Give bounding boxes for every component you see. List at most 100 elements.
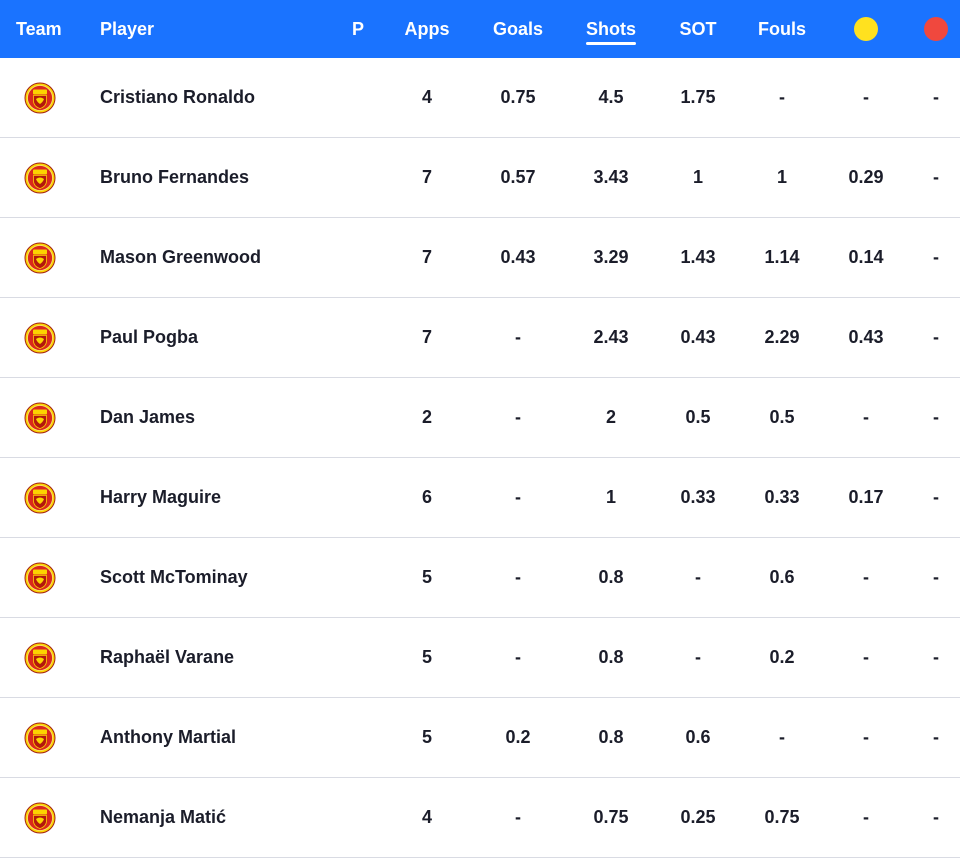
team-cell [24, 458, 56, 537]
yellow-cards-cell: 0.14 [848, 247, 884, 267]
shots-cell: 0.8 [598, 567, 624, 587]
goals-cell: 0.75 [500, 87, 536, 107]
header-team[interactable]: Team [16, 18, 62, 39]
sot-cell: 0.33 [680, 487, 716, 507]
team-cell [24, 378, 56, 457]
header-goals[interactable]: Goals [492, 18, 544, 39]
red-cards-cell: - [933, 807, 939, 827]
player-name[interactable]: Dan James [100, 407, 196, 427]
red-cards-cell: - [933, 647, 939, 667]
man-utd-crest-icon [24, 82, 56, 114]
yellow-cards-cell: - [863, 87, 869, 107]
goals-cell: 0.43 [500, 247, 536, 267]
table-row[interactable]: Nemanja Matić 4 - 0.75 0.25 0.75 - - [0, 778, 960, 858]
goals-cell: - [515, 327, 521, 347]
table-row[interactable]: Dan James 2 - 2 0.5 0.5 - - [0, 378, 960, 458]
header-player[interactable]: Player [100, 18, 155, 39]
table-row[interactable]: Mason Greenwood 7 0.43 3.29 1.43 1.14 0.14 - [0, 218, 960, 298]
fouls-cell: - [779, 87, 785, 107]
fouls-cell: 1 [776, 167, 788, 187]
apps-cell: 7 [421, 167, 433, 187]
yellow-cards-cell: 0.43 [848, 327, 884, 347]
goals-cell: - [515, 647, 521, 667]
apps-cell: 5 [421, 647, 433, 667]
red-cards-cell: - [933, 327, 939, 347]
player-name[interactable]: Nemanja Matić [100, 807, 227, 827]
red-cards-cell: - [933, 487, 939, 507]
sot-cell: 0.43 [680, 327, 716, 347]
team-cell [24, 138, 56, 217]
sot-cell: - [695, 567, 701, 587]
shots-cell: 4.5 [598, 87, 624, 107]
header-yellow-cards[interactable] [854, 0, 878, 58]
apps-cell: 5 [421, 727, 433, 747]
fouls-cell: 0.33 [764, 487, 800, 507]
yellow-cards-cell: 0.29 [848, 167, 884, 187]
table-row[interactable]: Paul Pogba 7 - 2.43 0.43 2.29 0.43 - [0, 298, 960, 378]
header-position[interactable]: P [351, 18, 365, 39]
man-utd-crest-icon [24, 242, 56, 274]
apps-cell: 4 [421, 87, 433, 107]
header-apps[interactable]: Apps [404, 18, 450, 39]
sot-cell: 1.43 [680, 247, 716, 267]
sot-cell: 1 [692, 167, 704, 187]
apps-cell: 7 [421, 247, 433, 267]
player-name[interactable]: Harry Maguire [100, 487, 222, 507]
player-name[interactable]: Raphaël Varane [100, 647, 235, 667]
header-shots[interactable]: Shots [585, 0, 637, 58]
man-utd-crest-icon [24, 802, 56, 834]
header-fouls[interactable]: Fouls [758, 18, 806, 39]
team-cell [24, 698, 56, 777]
yellow-cards-cell: - [863, 727, 869, 747]
apps-cell: 4 [421, 807, 433, 827]
player-name[interactable]: Anthony Martial [100, 727, 237, 747]
player-name[interactable]: Bruno Fernandes [100, 167, 250, 187]
apps-cell: 7 [421, 327, 433, 347]
yellow-cards-cell: - [863, 647, 869, 667]
red-card-icon [924, 17, 948, 41]
goals-cell: - [515, 567, 521, 587]
table-row[interactable]: Harry Maguire 6 - 1 0.33 0.33 0.17 - [0, 458, 960, 538]
shots-cell: 2.43 [593, 327, 629, 347]
player-name[interactable]: Mason Greenwood [100, 247, 262, 267]
man-utd-crest-icon [24, 482, 56, 514]
team-cell [24, 298, 56, 377]
goals-cell: - [515, 807, 521, 827]
table-row[interactable]: Cristiano Ronaldo 4 0.75 4.5 1.75 - - - [0, 58, 960, 138]
table-row[interactable]: Anthony Martial 5 0.2 0.8 0.6 - - - [0, 698, 960, 778]
sot-cell: - [695, 647, 701, 667]
team-cell [24, 58, 56, 137]
team-cell [24, 778, 56, 857]
red-cards-cell: - [933, 167, 939, 187]
sot-cell: 1.75 [680, 87, 716, 107]
apps-cell: 6 [421, 487, 433, 507]
apps-cell: 2 [421, 407, 433, 427]
player-name[interactable]: Paul Pogba [100, 327, 199, 347]
header-red-cards[interactable] [924, 0, 948, 58]
player-name[interactable]: Cristiano Ronaldo [100, 87, 256, 107]
shots-cell: 0.75 [593, 807, 629, 827]
yellow-cards-cell: - [863, 567, 869, 587]
shots-cell: 3.29 [593, 247, 629, 267]
goals-cell: - [515, 487, 521, 507]
player-name[interactable]: Scott McTominay [100, 567, 248, 587]
header-sot[interactable]: SOT [679, 18, 717, 39]
table-row[interactable]: Scott McTominay 5 - 0.8 - 0.6 - - [0, 538, 960, 618]
yellow-cards-cell: - [863, 807, 869, 827]
table-row[interactable]: Raphaël Varane 5 - 0.8 - 0.2 - - [0, 618, 960, 698]
red-cards-cell: - [933, 727, 939, 747]
red-cards-cell: - [933, 87, 939, 107]
fouls-cell: - [779, 727, 785, 747]
shots-cell: 2 [605, 407, 617, 427]
team-cell [24, 218, 56, 297]
table-row[interactable]: Bruno Fernandes 7 0.57 3.43 1 1 0.29 - [0, 138, 960, 218]
yellow-cards-cell: - [863, 407, 869, 427]
man-utd-crest-icon [24, 322, 56, 354]
fouls-cell: 1.14 [764, 247, 800, 267]
table-header: Team Player P Apps Goals Shots SOT Fouls [0, 0, 960, 58]
team-cell [24, 538, 56, 617]
red-cards-cell: - [933, 567, 939, 587]
table-body: Cristiano Ronaldo 4 0.75 4.5 1.75 - - - Bruno Fe… [0, 58, 960, 858]
sot-cell: 0.6 [685, 727, 711, 747]
